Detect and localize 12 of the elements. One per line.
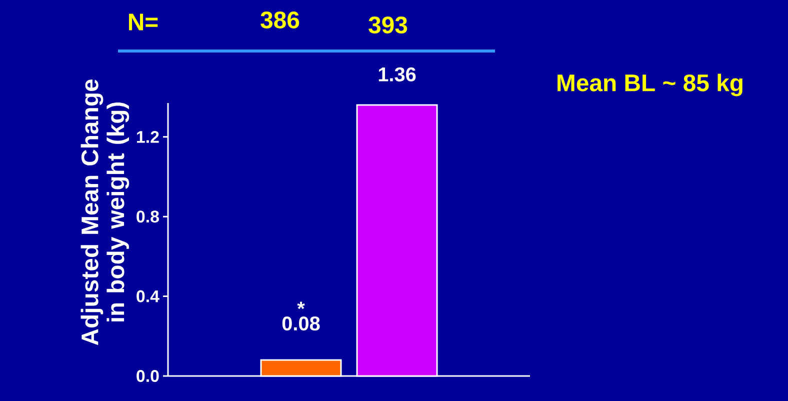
text: 393 (368, 16, 408, 34)
data-label: 1.36 (378, 67, 416, 82)
y-axis-title: Adjusted Mean Change in body weight (kg) (80, 80, 130, 346)
y-tick-label: 0.8 (136, 210, 159, 223)
annotation: * (297, 302, 305, 310)
text: 386 (260, 12, 300, 28)
y-tick-label: 0.0 (136, 370, 159, 382)
text: Mean BL ~ 85 kg (558, 74, 742, 96)
text: N= (128, 14, 158, 30)
data-label: 0.08 (282, 316, 320, 331)
y-tick-label: 0.4 (136, 290, 160, 302)
y-tick-label: 1.2 (137, 130, 159, 143)
